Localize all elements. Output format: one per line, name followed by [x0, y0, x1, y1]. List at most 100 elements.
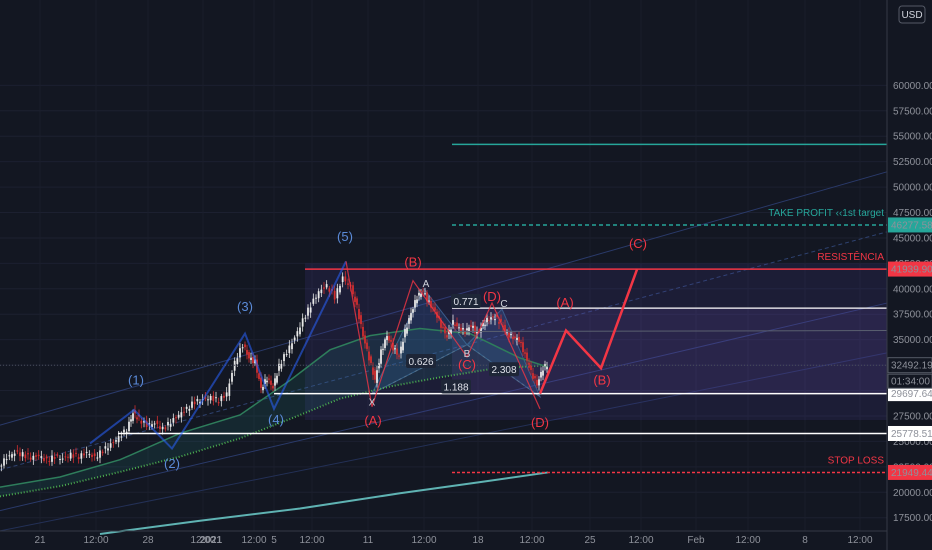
candle-body [120, 436, 123, 438]
candle-body [5, 459, 8, 461]
candle-body [13, 453, 16, 456]
candle-body [470, 325, 472, 327]
price-tick-label: 45000.00 [893, 233, 932, 244]
candle-body [21, 452, 24, 457]
candle-body [339, 285, 341, 293]
candle-body [382, 348, 384, 350]
candle-body [341, 276, 344, 283]
candle-body [422, 290, 424, 292]
correction-wave-line [345, 261, 541, 410]
candle-body [504, 324, 506, 332]
price-tick-label: 57500.00 [893, 106, 932, 117]
ma-slow [0, 364, 549, 498]
candle-body [518, 336, 520, 342]
channel-upper [0, 171, 888, 426]
candle-body [315, 297, 317, 299]
candle-body [344, 276, 347, 282]
candle-body [61, 458, 64, 460]
level-name: RESISTÊNCIA [817, 250, 884, 263]
price-axis[interactable]: 17500.0020000.0022500.0025000.0027500.00… [886, 0, 932, 550]
candle-body [29, 457, 32, 460]
candle-body [392, 342, 394, 351]
candle-body [69, 452, 72, 459]
candle-body [472, 325, 474, 328]
candle-body [406, 327, 408, 334]
projection-label: (C) [629, 236, 647, 251]
candle-body [424, 293, 426, 295]
candle-body [85, 451, 88, 453]
candle-body [312, 298, 315, 304]
candle-body [32, 455, 35, 460]
candle-body [320, 289, 323, 294]
channel-lower [0, 302, 888, 512]
candle-body [444, 327, 446, 334]
candle-body [333, 290, 336, 300]
candle-body [56, 454, 59, 456]
candle-body [384, 339, 386, 348]
level-price-badge [888, 464, 932, 480]
candle-body [175, 417, 177, 419]
candle-body [115, 440, 117, 442]
candle-body [362, 326, 364, 337]
candle-body [35, 455, 37, 457]
candle-body [390, 339, 392, 342]
time-tick-label: 12:00 [299, 535, 324, 546]
pattern-xab [370, 287, 468, 395]
candle-body [522, 342, 524, 353]
candle-body [293, 337, 296, 341]
candle-body [512, 336, 514, 340]
candle-body [104, 446, 107, 449]
candle-body [250, 357, 252, 360]
moving-averages [0, 327, 549, 535]
candle-body [386, 336, 388, 341]
currency-badge[interactable]: USD [898, 5, 926, 24]
candle-body [336, 288, 339, 299]
ma-long [99, 471, 549, 535]
time-tick-label: 18 [472, 535, 484, 546]
price-tick-label: 25000.00 [893, 437, 932, 448]
ratio-label: 0.771 [453, 297, 478, 308]
candle-body [132, 413, 134, 421]
candle-body [304, 317, 307, 319]
candle-body [488, 319, 490, 321]
candle-body [398, 355, 400, 357]
candle-body [164, 427, 167, 430]
ratio-badge [406, 354, 436, 369]
ma-fast [0, 327, 549, 488]
price-tick-label: 52500.00 [893, 157, 932, 168]
chart-grid [0, 84, 887, 519]
candle-body [498, 321, 500, 324]
candle-body [59, 458, 61, 460]
candle-body [117, 436, 120, 443]
candle-body [323, 287, 325, 289]
candle-body [177, 414, 180, 418]
candle-body [67, 456, 69, 458]
time-tick-label: Feb [687, 535, 705, 546]
candle-body [107, 448, 109, 451]
candle-body [172, 418, 175, 423]
candle-body [354, 296, 356, 303]
candle-body [258, 373, 260, 379]
countdown-badge [887, 373, 932, 389]
level-price-label: 25778.51 [891, 429, 932, 440]
candle-body [520, 342, 522, 344]
projection-path [538, 269, 639, 395]
candle-body [486, 317, 488, 323]
wave-label: (D) [531, 415, 549, 430]
candle-body [280, 363, 283, 369]
candle-body [99, 450, 101, 458]
level-price-label: 29697.64 [891, 389, 932, 400]
candle-body [307, 307, 309, 316]
candle-body [492, 316, 494, 318]
wave-label: (3) [237, 299, 253, 314]
candle-body [77, 457, 80, 460]
candle-body [480, 327, 482, 333]
candle-body [19, 452, 21, 457]
candle-body [474, 325, 476, 334]
candle-body [374, 370, 376, 380]
candle-body [500, 318, 502, 322]
time-tick-label: 5 [271, 535, 277, 546]
price-tick-label: 37500.00 [893, 310, 932, 321]
